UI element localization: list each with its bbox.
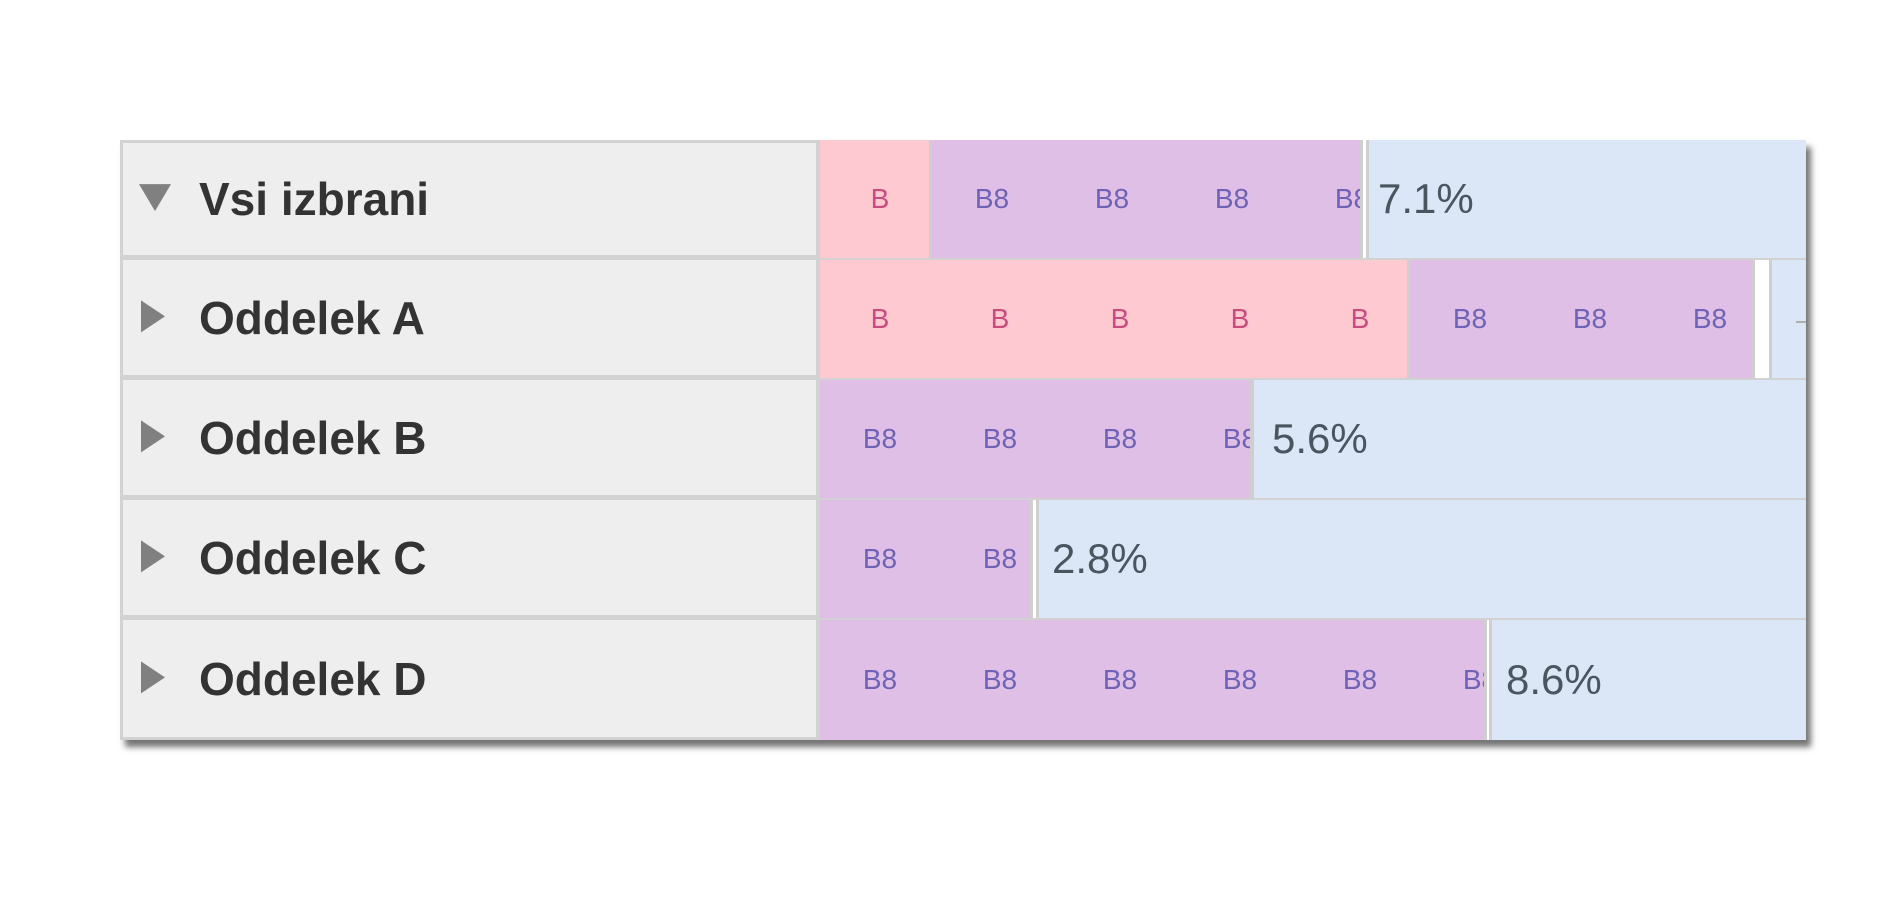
row-header[interactable]: Oddelek D — [120, 620, 820, 740]
bar-area: B8 B8 2.8% — [820, 500, 1806, 618]
segment-cell: B8 — [1692, 303, 1728, 334]
purple-segment[interactable]: B8 B8 B8 B8 — [820, 380, 1254, 498]
triangle-right-icon[interactable] — [141, 660, 165, 693]
pink-segment[interactable]: B B B B B — [820, 260, 1410, 378]
segment-cell: B8 — [862, 543, 898, 574]
row-label: Oddelek C — [199, 531, 427, 584]
triangle-down-icon[interactable] — [139, 184, 171, 212]
bar-endcap — [1360, 140, 1369, 258]
segment-cell: B — [870, 183, 890, 214]
segment-cell: B8 — [1222, 664, 1258, 695]
row-oddelek-b: Oddelek B B8 B8 B8 B8 5.6% — [120, 380, 1806, 500]
purple-segment[interactable]: B8 B8 B8 B8 B8 B8 — [820, 620, 1484, 740]
segment-cell: B8 — [974, 183, 1010, 214]
row-oddelek-c: Oddelek C B8 B8 2.8% — [120, 500, 1806, 620]
bar-endcap — [1030, 500, 1039, 618]
bar-area: B8 B8 B8 B8 5.6% — [820, 380, 1806, 498]
row-header[interactable]: Vsi izbrani — [120, 140, 820, 258]
percent-value: 8.6% — [1506, 656, 1602, 703]
segment-cell: B8 — [1102, 423, 1138, 454]
bar-endcap — [1484, 620, 1492, 740]
triangle-right-icon[interactable] — [141, 299, 165, 332]
segment-cell: B8 — [1334, 183, 1360, 214]
segment-cell: B8 — [1222, 423, 1254, 454]
row-all-selected: Vsi izbrani B B8 B8 B8 B8 7.1% — [120, 140, 1806, 260]
segment-cell: B8 — [982, 543, 1018, 574]
segment-cell: B — [1350, 303, 1370, 334]
bar-area: B8 B8 B8 B8 B8 B8 8.6% — [820, 620, 1806, 740]
segment-cell: B — [1230, 303, 1250, 334]
row-header[interactable]: Oddelek A — [120, 260, 820, 378]
purple-segment[interactable]: B8 B8 B8 — [1410, 260, 1752, 378]
segment-cell: B8 — [862, 664, 898, 695]
percent-value: 2.8% — [1052, 535, 1148, 582]
segment-cell: B8 — [1102, 664, 1138, 695]
segment-cell: B8 — [1094, 183, 1130, 214]
bar-endcap — [1752, 260, 1772, 378]
row-label: Vsi izbrani — [199, 173, 430, 225]
segment-cell: B — [1110, 303, 1130, 334]
row-label: Oddelek A — [199, 291, 425, 344]
segment-cell: B8 — [1342, 664, 1378, 695]
purple-segment[interactable]: B8 B8 B8 B8 — [932, 140, 1360, 258]
segment-cell: B8 — [1214, 183, 1250, 214]
row-oddelek-d: Oddelek D B8 B8 B8 B8 B8 B8 8.6% — [120, 620, 1806, 740]
segment-cell: B — [990, 303, 1010, 334]
percent-value: 7.1% — [1378, 175, 1474, 222]
row-label: Oddelek D — [199, 652, 427, 705]
pink-segment[interactable]: B — [820, 140, 932, 258]
row-oddelek-a: Oddelek A B B B B B B8 B8 B8 — [120, 260, 1806, 380]
bar-area: B B8 B8 B8 B8 7.1% — [820, 140, 1806, 258]
segment-cell: B8 — [1462, 664, 1484, 695]
purple-segment[interactable]: B8 B8 — [820, 500, 1030, 618]
axis-tick — [1796, 321, 1806, 324]
row-header[interactable]: Oddelek B — [120, 380, 820, 498]
percent-value: 5.6% — [1272, 415, 1368, 462]
row-header[interactable]: Oddelek C — [120, 500, 820, 618]
segment-cell: B8 — [982, 423, 1018, 454]
segment-cell: B8 — [862, 423, 898, 454]
row-label: Oddelek B — [199, 411, 427, 464]
bar-area: B B B B B B8 B8 B8 — [820, 260, 1806, 378]
breakdown-table: Vsi izbrani B B8 B8 B8 B8 7.1% Oddelek A — [120, 140, 1806, 740]
segment-cell: B8 — [1572, 303, 1608, 334]
segment-cell: B8 — [1452, 303, 1488, 334]
triangle-right-icon[interactable] — [141, 419, 165, 452]
segment-cell: B8 — [982, 664, 1018, 695]
triangle-right-icon[interactable] — [141, 539, 165, 572]
segment-cell: B — [870, 303, 890, 334]
